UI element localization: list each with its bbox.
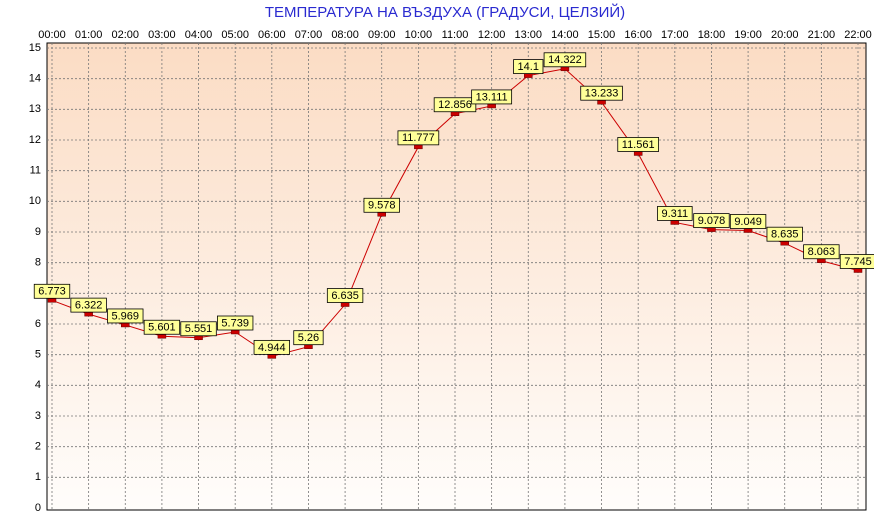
x-tick-label: 00:00 xyxy=(38,29,66,41)
value-label-box xyxy=(397,130,440,146)
y-tick-label: 0 xyxy=(35,502,41,514)
value-label-box xyxy=(180,321,217,337)
x-tick-label: 19:00 xyxy=(734,29,762,41)
x-tick-label: 20:00 xyxy=(771,29,799,41)
x-tick-label: 11:00 xyxy=(442,29,469,41)
value-label: 6.773 xyxy=(38,286,66,298)
y-tick-label: 13 xyxy=(29,103,41,115)
y-tick-label: 11 xyxy=(30,165,41,177)
value-label-box xyxy=(293,330,324,346)
value-label-box xyxy=(107,308,144,324)
x-tick-label: 06:00 xyxy=(258,29,286,41)
x-tick-label: 05:00 xyxy=(221,29,249,41)
plot-area xyxy=(46,42,867,511)
value-label: 5.601 xyxy=(148,322,176,334)
value-label: 7.745 xyxy=(844,256,872,268)
value-label: 8.635 xyxy=(771,229,799,241)
value-label: 13.111 xyxy=(476,91,508,103)
value-label: 6.635 xyxy=(331,290,359,302)
value-label: 5.551 xyxy=(185,323,213,335)
value-label: 9.049 xyxy=(734,216,762,228)
x-tick-label: 07:00 xyxy=(295,29,323,41)
value-label-box xyxy=(580,85,623,101)
value-label-box xyxy=(543,52,587,68)
value-label: 6.322 xyxy=(75,300,103,312)
value-label-box xyxy=(471,89,513,105)
value-label-box xyxy=(253,339,290,355)
value-label-box xyxy=(513,59,544,74)
value-label: 9.578 xyxy=(368,200,396,212)
value-label-box xyxy=(839,254,874,269)
value-label: 11.777 xyxy=(402,132,435,144)
x-tick-label: 09:00 xyxy=(368,29,396,41)
value-label: 14.1 xyxy=(518,61,539,73)
x-tick-label: 10:00 xyxy=(405,29,433,41)
value-label: 13.233 xyxy=(585,88,619,100)
value-label-box xyxy=(143,319,181,335)
value-label-box xyxy=(657,206,693,221)
value-label: 14.322 xyxy=(548,54,582,66)
y-tick-label: 5 xyxy=(35,349,41,361)
y-tick-label: 2 xyxy=(35,441,41,453)
value-label-box xyxy=(326,288,364,303)
value-label: 5.969 xyxy=(112,310,140,322)
y-tick-label: 8 xyxy=(35,257,41,269)
value-label: 9.078 xyxy=(698,215,726,227)
x-tick-label: 21:00 xyxy=(808,29,836,41)
x-tick-label: 12:00 xyxy=(478,29,506,41)
x-tick-label: 08:00 xyxy=(331,29,359,41)
value-label: 5.26 xyxy=(298,332,319,344)
value-label: 12.856 xyxy=(438,99,472,111)
value-label: 9.311 xyxy=(661,208,688,220)
value-label-box xyxy=(33,283,71,299)
value-label-box xyxy=(693,213,730,229)
value-label-box xyxy=(803,244,840,260)
x-tick-label: 02:00 xyxy=(112,29,140,41)
y-tick-label: 6 xyxy=(35,318,41,330)
value-label: 8.063 xyxy=(808,246,836,258)
x-tick-label: 17:00 xyxy=(661,29,689,41)
value-label-box xyxy=(766,226,803,242)
y-tick-label: 15 xyxy=(29,42,41,54)
y-tick-label: 12 xyxy=(29,134,41,146)
value-label: 11.561 xyxy=(622,139,655,151)
x-tick-label: 04:00 xyxy=(185,29,213,41)
x-tick-label: 03:00 xyxy=(148,29,176,41)
y-tick-label: 10 xyxy=(29,195,41,207)
y-tick-label: 3 xyxy=(35,410,41,422)
x-tick-label: 22:00 xyxy=(844,29,872,41)
x-tick-label: 14:00 xyxy=(551,29,579,41)
x-tick-label: 01:00 xyxy=(75,29,103,41)
value-label-box xyxy=(70,297,107,313)
chart-title: ТЕМПЕРАТУРА НА ВЪЗДУХА (ГРАДУСИ, ЦЕЛЗИЙ) xyxy=(265,3,625,21)
value-label-box xyxy=(617,137,659,152)
x-tick-label: 16:00 xyxy=(624,29,652,41)
y-tick-label: 4 xyxy=(35,379,41,391)
value-label-box xyxy=(217,315,254,331)
value-label: 5.739 xyxy=(221,317,249,329)
x-tick-label: 18:00 xyxy=(698,29,726,41)
value-label-box xyxy=(363,197,400,213)
y-tick-label: 14 xyxy=(29,73,41,85)
y-tick-label: 1 xyxy=(35,471,41,483)
value-label: 4.944 xyxy=(258,342,286,354)
y-tick-label: 9 xyxy=(35,226,41,238)
value-label-box xyxy=(729,214,767,229)
x-tick-label: 15:00 xyxy=(588,29,616,41)
x-tick-label: 13:00 xyxy=(515,29,543,41)
value-label-box xyxy=(433,97,477,113)
